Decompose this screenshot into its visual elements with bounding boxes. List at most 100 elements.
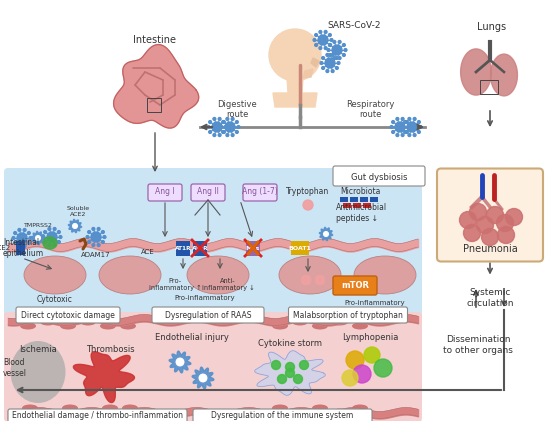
Circle shape [374, 359, 392, 377]
Circle shape [14, 232, 16, 234]
Polygon shape [73, 352, 134, 402]
Circle shape [404, 120, 406, 123]
Bar [340, 197, 348, 202]
Bar [15, 241, 25, 255]
Circle shape [336, 56, 338, 59]
Text: Gut dysbiosis: Gut dysbiosis [351, 173, 407, 181]
Circle shape [226, 134, 229, 136]
Text: Endothelial damage / thrombo-inflammation: Endothelial damage / thrombo-inflammatio… [12, 411, 183, 421]
Circle shape [176, 358, 184, 366]
Circle shape [417, 131, 420, 133]
Circle shape [322, 67, 324, 69]
Circle shape [324, 232, 328, 236]
Circle shape [48, 244, 51, 246]
Text: AT1R: AT1R [175, 245, 191, 250]
Circle shape [408, 117, 411, 120]
Circle shape [235, 120, 238, 123]
Circle shape [404, 131, 406, 133]
Ellipse shape [272, 322, 288, 330]
Circle shape [231, 117, 234, 120]
Text: Cytokine storm: Cytokine storm [258, 338, 322, 347]
Polygon shape [311, 58, 319, 67]
Circle shape [364, 347, 380, 363]
Text: AT2R: AT2R [192, 245, 208, 250]
Circle shape [58, 231, 60, 233]
Bar [360, 197, 368, 202]
Text: Tryptophan: Tryptophan [287, 187, 329, 195]
Circle shape [224, 125, 227, 128]
Circle shape [222, 120, 224, 123]
Circle shape [328, 44, 331, 46]
Circle shape [342, 370, 358, 386]
Circle shape [313, 39, 316, 41]
Ellipse shape [312, 322, 328, 330]
Text: Dysregulation of the immune system: Dysregulation of the immune system [211, 411, 353, 421]
Polygon shape [273, 93, 317, 107]
Polygon shape [43, 237, 57, 249]
Circle shape [331, 53, 334, 56]
Circle shape [17, 233, 27, 243]
Ellipse shape [20, 322, 36, 330]
Ellipse shape [40, 319, 56, 325]
Circle shape [476, 216, 493, 234]
Circle shape [346, 351, 364, 369]
Circle shape [324, 30, 327, 33]
Circle shape [402, 125, 405, 128]
Circle shape [53, 244, 56, 246]
Polygon shape [461, 49, 491, 95]
Ellipse shape [187, 256, 249, 294]
Bar [193, 240, 207, 256]
Text: Endothelial injury: Endothelial injury [155, 333, 229, 341]
Ellipse shape [352, 322, 368, 330]
Circle shape [226, 117, 229, 120]
Circle shape [220, 125, 223, 128]
Circle shape [36, 236, 40, 240]
Circle shape [390, 125, 393, 128]
Polygon shape [31, 232, 45, 245]
Circle shape [327, 48, 330, 51]
Circle shape [53, 227, 56, 230]
FancyBboxPatch shape [16, 307, 120, 323]
Circle shape [332, 45, 342, 55]
Circle shape [333, 57, 336, 59]
Text: Pro-inflammatory: Pro-inflammatory [345, 300, 405, 306]
Circle shape [337, 61, 340, 64]
Circle shape [316, 275, 324, 285]
Ellipse shape [122, 405, 138, 411]
Circle shape [223, 131, 226, 133]
Ellipse shape [60, 322, 76, 330]
FancyBboxPatch shape [243, 184, 277, 201]
FancyBboxPatch shape [4, 168, 422, 319]
Circle shape [396, 117, 399, 120]
FancyBboxPatch shape [333, 276, 377, 295]
Text: Pro-inflammatory: Pro-inflammatory [175, 295, 235, 301]
Ellipse shape [292, 319, 308, 325]
Polygon shape [169, 351, 191, 373]
Ellipse shape [332, 408, 348, 416]
Polygon shape [320, 227, 333, 241]
Circle shape [320, 61, 323, 64]
Circle shape [12, 237, 15, 240]
Circle shape [87, 240, 91, 243]
Polygon shape [255, 351, 325, 395]
Text: Thrombosis: Thrombosis [86, 346, 134, 354]
Circle shape [269, 29, 321, 81]
Text: Systemic
circulation: Systemic circulation [466, 288, 514, 308]
Text: Ischemia: Ischemia [19, 346, 57, 354]
Ellipse shape [272, 405, 288, 411]
Text: Intestine: Intestine [134, 35, 177, 45]
Text: ACE2: ACE2 [0, 245, 11, 251]
FancyBboxPatch shape [289, 307, 408, 323]
Circle shape [14, 242, 16, 245]
Circle shape [322, 56, 324, 59]
Circle shape [294, 375, 302, 384]
Circle shape [402, 117, 404, 120]
Circle shape [413, 117, 416, 120]
Circle shape [207, 125, 210, 128]
Circle shape [328, 34, 331, 36]
Ellipse shape [99, 256, 161, 294]
Circle shape [23, 229, 26, 231]
Circle shape [237, 125, 240, 128]
Circle shape [301, 275, 311, 285]
Text: Antimicrobial
peptides ↓: Antimicrobial peptides ↓ [336, 203, 387, 223]
